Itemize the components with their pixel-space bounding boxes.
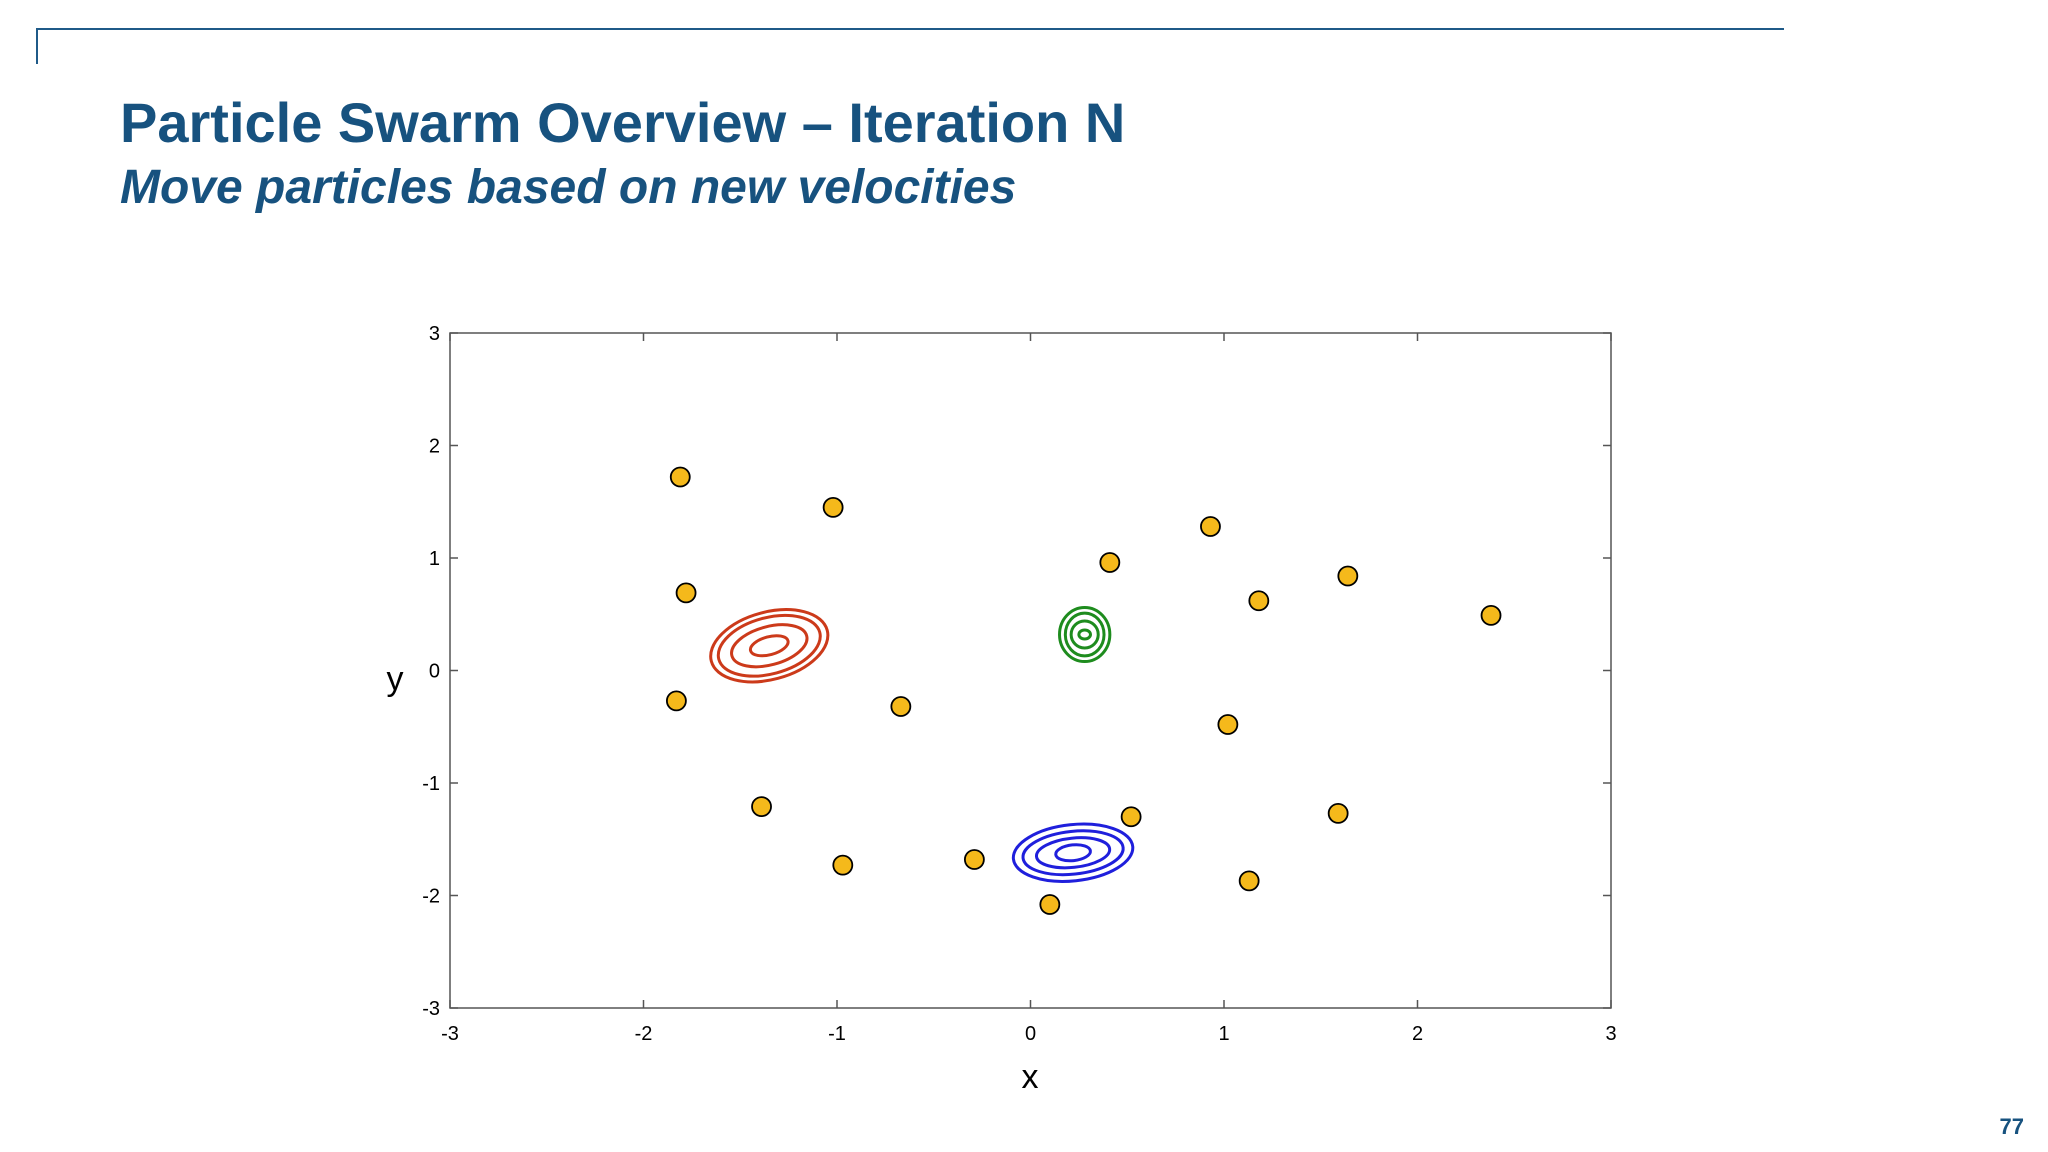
- y-tick-label: 0: [429, 661, 440, 683]
- contour-line: [716, 613, 822, 678]
- contour-set: [1011, 822, 1135, 883]
- x-tick-label: -2: [635, 1023, 653, 1045]
- particle-point: [1039, 894, 1061, 915]
- particle-point: [832, 854, 854, 876]
- particle-group: [665, 466, 1502, 915]
- particle-point: [1337, 565, 1359, 587]
- contour-line: [1011, 822, 1135, 883]
- x-axis-label: x: [1022, 1058, 1039, 1096]
- particle-point: [669, 466, 691, 488]
- page-number: 77: [1999, 1114, 2024, 1139]
- particle-point: [963, 849, 985, 870]
- slide-title: Particle Swarm Overview – Iteration N: [120, 91, 1126, 154]
- y-axis-label: y: [387, 660, 404, 698]
- particle-point: [751, 796, 772, 818]
- particle-point: [675, 582, 697, 604]
- contour-line: [1021, 829, 1125, 877]
- particle-point: [665, 690, 687, 712]
- y-tick-label: -2: [422, 886, 440, 908]
- top-rule-tick: [36, 28, 38, 64]
- particle-point: [1248, 590, 1270, 612]
- contour-line: [730, 623, 809, 669]
- contour-set: [1058, 606, 1112, 663]
- contour-line: [1054, 843, 1092, 863]
- y-tick-label: -3: [422, 998, 440, 1020]
- axis-ticks: -3 -2 -1 0 1 2 3 -3 -2 -1 0 1 2 3: [422, 323, 1616, 1045]
- contour-line: [1069, 619, 1100, 650]
- top-rule: [36, 28, 1784, 30]
- x-tick-label: -3: [441, 1023, 459, 1045]
- contour-line: [1058, 606, 1112, 663]
- x-tick-label: 0: [1025, 1023, 1036, 1045]
- contour-group: [709, 606, 1135, 883]
- x-tick-label: 1: [1218, 1023, 1229, 1045]
- y-tick-label: 3: [429, 323, 440, 345]
- particle-point: [1200, 516, 1221, 537]
- particle-point: [1099, 552, 1121, 573]
- contour-line: [1034, 836, 1112, 870]
- contour-set: [709, 608, 830, 684]
- slide-subtitle: Move particles based on new velocities: [120, 161, 1017, 214]
- particle-point: [890, 696, 912, 717]
- particle-point: [1238, 870, 1260, 892]
- x-tick-label: -1: [828, 1023, 846, 1045]
- contour-line: [748, 634, 790, 658]
- particle-point: [1120, 806, 1142, 828]
- contour-line: [709, 608, 830, 684]
- plot-area-frame: [449, 332, 1612, 1009]
- y-tick-label: 1: [429, 548, 440, 570]
- particle-point: [822, 496, 844, 518]
- y-tick-label: 2: [429, 436, 440, 458]
- particle-point: [1327, 802, 1349, 824]
- particle-point: [1217, 714, 1239, 735]
- y-tick-label: -1: [422, 773, 440, 795]
- contour-line: [1063, 611, 1106, 658]
- x-tick-label: 2: [1412, 1023, 1423, 1045]
- particle-point: [1480, 604, 1502, 626]
- contour-line: [1077, 628, 1092, 641]
- x-tick-label: 3: [1605, 1023, 1616, 1045]
